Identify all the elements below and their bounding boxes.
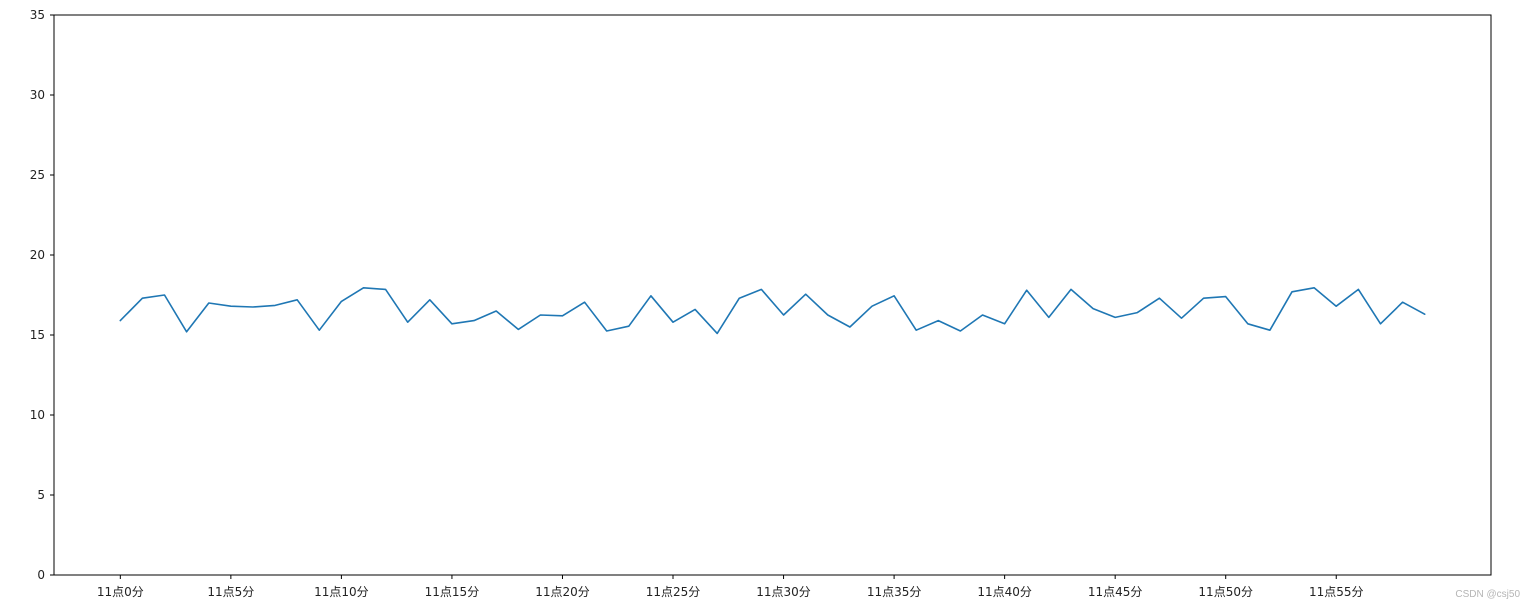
y-tick-label: 15 <box>30 328 45 342</box>
x-tick-label: 11点20分 <box>535 585 590 599</box>
x-tick-label: 11点25分 <box>646 585 701 599</box>
x-tick-label: 11点15分 <box>425 585 480 599</box>
y-tick-label: 20 <box>30 248 45 262</box>
x-tick-label: 11点10分 <box>314 585 369 599</box>
x-axis: 11点0分 11点5分 11点10分 11点15分 11点20分 11点25分 11点30分… <box>97 575 1364 599</box>
y-tick-label: 0 <box>37 568 45 582</box>
watermark: CSDN @csj50 <box>1455 589 1520 600</box>
y-tick-label: 10 <box>30 408 45 422</box>
x-tick-label: 11点0分 <box>97 585 144 599</box>
x-tick-label: 11点35分 <box>867 585 922 599</box>
series-line <box>119 286 1426 335</box>
x-tick-label: 11点40分 <box>977 585 1032 599</box>
x-tick-label: 11点45分 <box>1088 585 1143 599</box>
x-tick-label: 11点50分 <box>1198 585 1253 599</box>
y-tick-label: 25 <box>30 168 45 182</box>
plot-frame <box>53 14 1492 576</box>
y-axis: 0 5 10 15 20 25 30 35 <box>30 8 54 582</box>
y-tick-label: 35 <box>30 8 45 22</box>
x-tick-label: 11点30分 <box>756 585 811 599</box>
x-tick-label: 11点55分 <box>1309 585 1364 599</box>
x-tick-label: 11点5分 <box>207 585 254 599</box>
y-tick-label: 5 <box>37 488 45 502</box>
y-tick-label: 30 <box>30 88 45 102</box>
